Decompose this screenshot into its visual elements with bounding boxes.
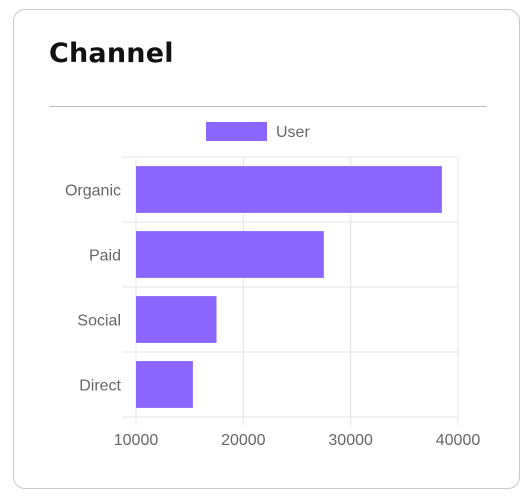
title-divider [49,106,487,107]
y-axis-labels: Organic Paid Social Direct [65,183,122,395]
x-tick-label: 10000 [114,432,159,449]
bar-social[interactable] [136,296,217,343]
bar-paid[interactable] [136,231,324,278]
x-tick-label: 20000 [221,432,266,449]
bar-organic[interactable] [136,166,442,213]
x-tick-label: 30000 [328,432,373,449]
chart-legend: User [206,122,310,141]
legend-label[interactable]: User [276,124,310,141]
bar-direct[interactable] [136,361,193,408]
legend-swatch [206,122,267,141]
y-category-label: Direct [79,378,121,395]
y-category-label: Paid [89,248,121,265]
x-tick-label: 40000 [436,432,481,449]
chart-bars [136,166,442,408]
card-title: Channel [49,38,174,69]
x-axis-tick-labels: 10000 20000 30000 40000 [114,432,481,449]
y-category-label: Social [77,313,121,330]
y-category-label: Organic [65,183,121,200]
